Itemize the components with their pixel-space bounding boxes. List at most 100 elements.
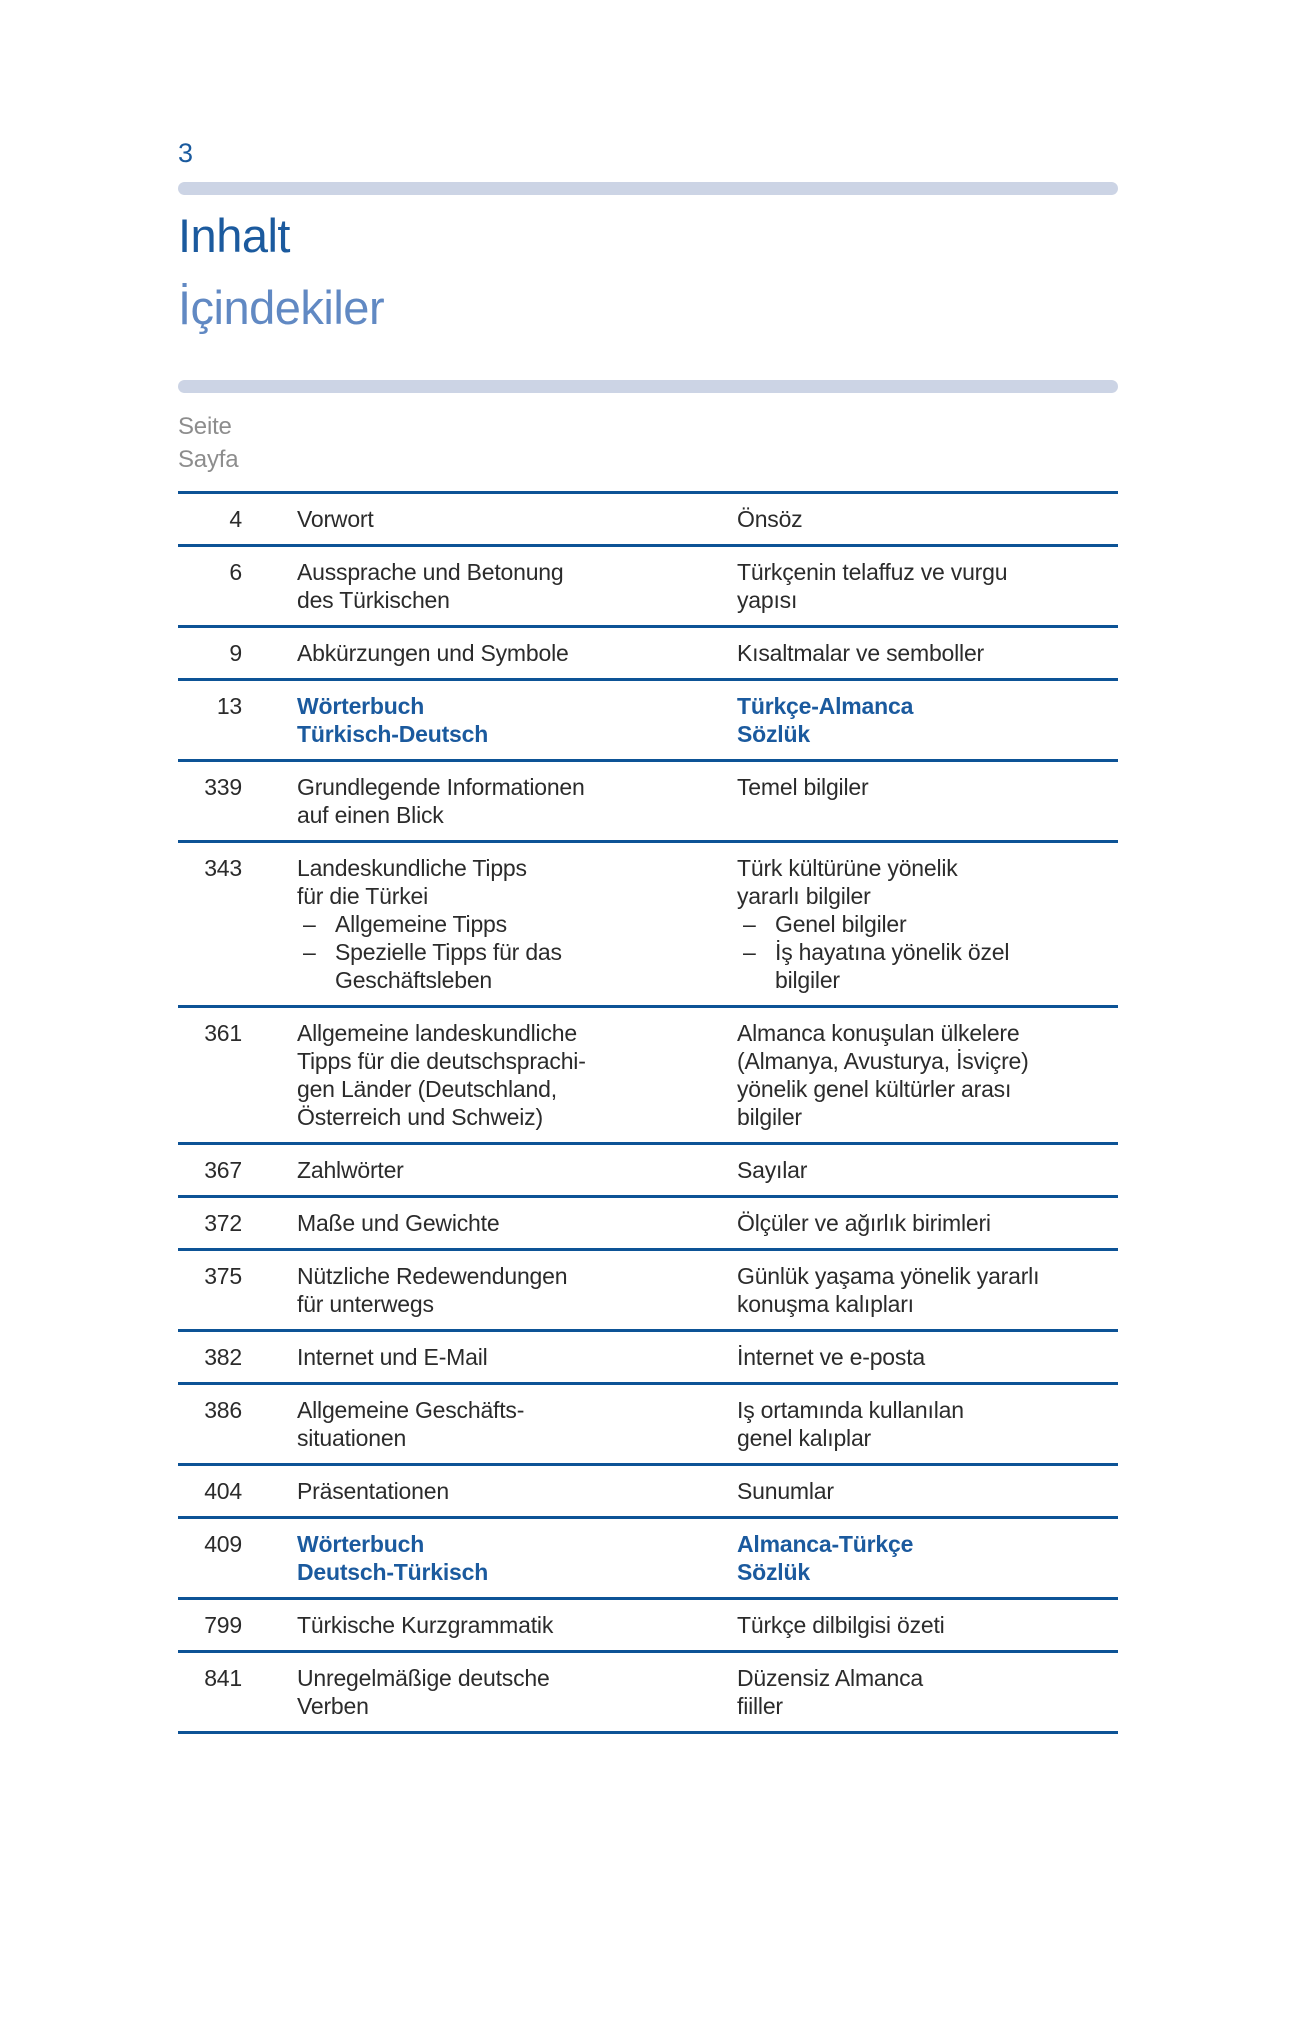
toc-line: Deutsch-Türkisch bbox=[297, 1559, 489, 1585]
turkish-title-cell: Almanca konuşulan ülkelere (Almanya, Avus… bbox=[737, 1019, 1118, 1131]
toc-line: Aussprache und Betonung bbox=[297, 559, 564, 585]
turkish-title-cell: Günlük yaşama yönelik yararlı konuşma kal… bbox=[737, 1262, 1118, 1318]
table-row: 367 Zahlwörter Sayılar bbox=[178, 1142, 1118, 1195]
turkish-title-cell: Türkçe-Almanca Sözlük bbox=[737, 692, 1118, 748]
german-title-cell: Maße und Gewichte bbox=[242, 1209, 737, 1237]
toc-line: Verben bbox=[297, 1693, 369, 1719]
toc-line: Önsöz bbox=[737, 506, 803, 532]
page-number-cell: 372 bbox=[204, 1210, 242, 1236]
page-content: 3 Inhalt İçindekiler Seite Sayfa 4 Vorwo… bbox=[178, 138, 1118, 1734]
toc-line: Präsentationen bbox=[297, 1478, 449, 1504]
table-row: 799 Türkische Kurzgrammatik Türkçe dilbi… bbox=[178, 1597, 1118, 1650]
toc-line: Sözlük bbox=[737, 1559, 810, 1585]
page-number: 3 bbox=[178, 138, 193, 168]
turkish-title-cell: Almanca-Türkçe Sözlük bbox=[737, 1530, 1118, 1586]
page-number-cell: 404 bbox=[204, 1478, 242, 1504]
german-title-cell: Landeskundliche Tipps für die Türkei – Allg… bbox=[242, 854, 737, 994]
toc-line: Landeskundliche Tipps bbox=[297, 855, 527, 881]
toc-line: Iş ortamında kullanılan bbox=[737, 1397, 964, 1423]
turkish-title-cell: Türk kültürüne yönelik yararlı bilgiler – G… bbox=[737, 854, 1118, 994]
page-number-cell: 841 bbox=[204, 1665, 242, 1691]
toc-line: Türkisch-Deutsch bbox=[297, 721, 489, 747]
toc-line: Sunumlar bbox=[737, 1478, 834, 1504]
toc-line: genel kalıplar bbox=[737, 1425, 872, 1451]
toc-line: Grundlegende Informationen bbox=[297, 774, 585, 800]
toc-line: Tipps für die deutschsprachi- bbox=[297, 1048, 586, 1074]
table-row: 343 Landeskundliche Tipps für die Türkei –… bbox=[178, 840, 1118, 1005]
toc-line: Wörterbuch bbox=[297, 1531, 425, 1557]
german-title-cell: Internet und E-Mail bbox=[242, 1343, 737, 1371]
toc-line: Sözlük bbox=[737, 721, 810, 747]
table-row: 4 Vorwort Önsöz bbox=[178, 491, 1118, 544]
page-title-turkish: İçindekiler bbox=[178, 281, 385, 334]
toc-line: Zahlwörter bbox=[297, 1157, 404, 1183]
german-title-cell: Allgemeine landeskundliche Tipps für die … bbox=[242, 1019, 737, 1131]
page-number-cell: 9 bbox=[229, 640, 242, 666]
toc-line: – Allgemeine Tipps bbox=[297, 910, 737, 938]
toc-line: Günlük yaşama yönelik yararlı bbox=[737, 1263, 1040, 1289]
toc-line: Internet und E-Mail bbox=[297, 1344, 488, 1370]
turkish-title-cell: Kısaltmalar ve semboller bbox=[737, 639, 1118, 667]
divider-bar-top bbox=[178, 182, 1118, 195]
table-row: 386 Allgemeine Geschäfts-situationen Iş … bbox=[178, 1382, 1118, 1463]
toc-line: bilgiler bbox=[737, 1104, 802, 1130]
turkish-title-cell: Sunumlar bbox=[737, 1477, 1118, 1505]
toc-line: Maße und Gewichte bbox=[297, 1210, 500, 1236]
german-title-cell: Türkische Kurzgrammatik bbox=[242, 1611, 737, 1639]
table-row: 361 Allgemeine landeskundliche Tipps für … bbox=[178, 1005, 1118, 1142]
toc-line: Düzensiz Almanca bbox=[737, 1665, 923, 1691]
toc-line: fiiller bbox=[737, 1693, 783, 1719]
german-title-cell: Unregelmäßige deutsche Verben bbox=[242, 1664, 737, 1720]
dash-marker: – bbox=[303, 911, 316, 937]
toc-line: – Genel bilgiler bbox=[737, 910, 1118, 938]
divider-bar-bottom bbox=[178, 380, 1118, 393]
turkish-title-cell: İnternet ve e-posta bbox=[737, 1343, 1118, 1371]
toc-line: – İş hayatına yönelik özel bbox=[737, 938, 1118, 966]
table-row: 409 Wörterbuch Deutsch-Türkisch Almanca-T… bbox=[178, 1516, 1118, 1597]
toc-line-text: Spezielle Tipps für das bbox=[335, 939, 562, 965]
page-number-cell: 367 bbox=[204, 1157, 242, 1183]
toc-line: konuşma kalıpları bbox=[737, 1291, 914, 1317]
toc-line: Sayılar bbox=[737, 1157, 808, 1183]
toc-line: für die Türkei bbox=[297, 883, 428, 909]
toc-line: Vorwort bbox=[297, 506, 374, 532]
toc-line-text: Genel bilgiler bbox=[775, 911, 907, 937]
table-row: 6 Aussprache und Betonung des Türkischen … bbox=[178, 544, 1118, 625]
toc-line: Nützliche Redewendungen bbox=[297, 1263, 568, 1289]
turkish-title-cell: Önsöz bbox=[737, 505, 1118, 533]
toc-line: yönelik genel kültürler arası bbox=[737, 1076, 1012, 1102]
toc-line-text: İş hayatına yönelik özel bbox=[775, 939, 1010, 965]
toc-line: Ölçüler ve ağırlık birimleri bbox=[737, 1210, 991, 1236]
toc-line: des Türkischen bbox=[297, 587, 450, 613]
toc-line: Türkçenin telaffuz ve vurgu bbox=[737, 559, 1008, 585]
table-row: 9 Abkürzungen und Symbole Kısaltmalar ve… bbox=[178, 625, 1118, 678]
toc-line: İnternet ve e-posta bbox=[737, 1344, 925, 1370]
page-number-cell: 382 bbox=[204, 1344, 242, 1370]
column-header-seite: Seite bbox=[178, 413, 232, 440]
toc-line: Temel bilgiler bbox=[737, 774, 869, 800]
toc-table: 4 Vorwort Önsöz 6 Aussprache und Betonun… bbox=[178, 491, 1118, 1734]
turkish-title-cell: Sayılar bbox=[737, 1156, 1118, 1184]
toc-line: Allgemeine landeskundliche bbox=[297, 1020, 577, 1046]
german-title-cell: Grundlegende Informationen auf einen Blic… bbox=[242, 773, 737, 829]
page-number-cell: 409 bbox=[204, 1531, 242, 1557]
dash-marker: – bbox=[303, 939, 316, 965]
page-title-german: Inhalt bbox=[178, 209, 290, 262]
toc-line: gen Länder (Deutschland, bbox=[297, 1076, 557, 1102]
toc-line: für unterwegs bbox=[297, 1291, 434, 1317]
column-header: Seite Sayfa bbox=[178, 410, 1118, 476]
dash-marker: – bbox=[743, 939, 756, 965]
table-row: 13 Wörterbuch Türkisch-Deutsch Türkçe-Alm… bbox=[178, 678, 1118, 759]
german-title-cell: Wörterbuch Türkisch-Deutsch bbox=[242, 692, 737, 748]
toc-line: Österreich und Schweiz) bbox=[297, 1104, 543, 1130]
toc-line: yararlı bilgiler bbox=[737, 883, 871, 909]
table-row: 382 Internet und E-Mail İnternet ve e-po… bbox=[178, 1329, 1118, 1382]
toc-line: Türkçe-Almanca bbox=[737, 693, 914, 719]
toc-line: (Almanya, Avusturya, İsviçre) bbox=[737, 1048, 1029, 1074]
toc-line: Almanca-Türkçe bbox=[737, 1531, 914, 1557]
german-title-cell: Aussprache und Betonung des Türkischen bbox=[242, 558, 737, 614]
page-number-cell: 6 bbox=[229, 559, 242, 585]
table-row: 372 Maße und Gewichte Ölçüler ve ağırlık… bbox=[178, 1195, 1118, 1248]
page-number-cell: 361 bbox=[204, 1020, 242, 1046]
toc-line: Türk kültürüne yönelik bbox=[737, 855, 958, 881]
